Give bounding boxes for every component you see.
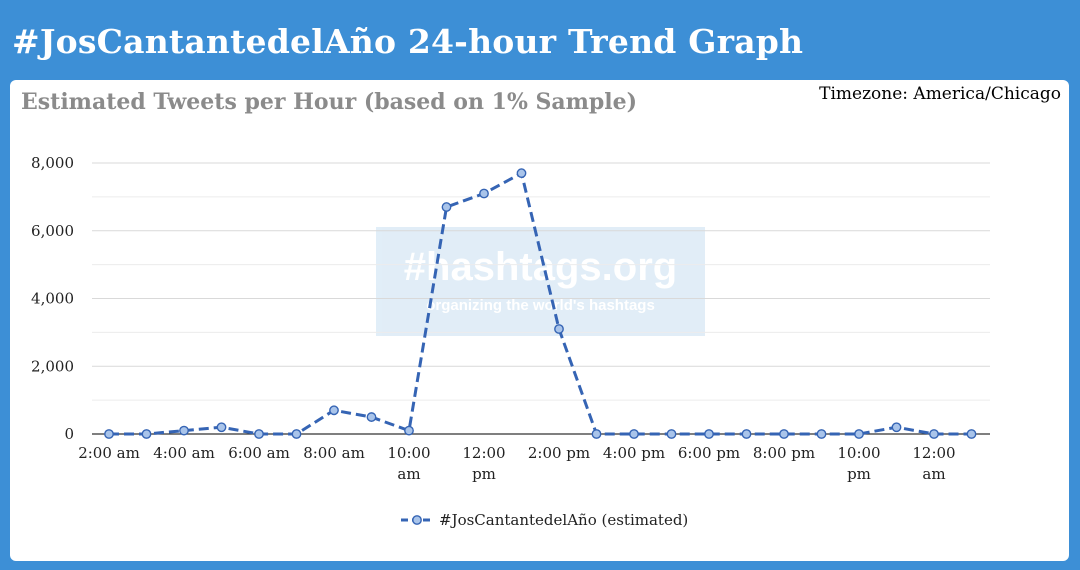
y-tick-label: 8,000 xyxy=(31,154,74,172)
x-tick-label: 8:00 pm xyxy=(753,444,815,462)
data-point xyxy=(591,429,602,439)
data-point xyxy=(404,425,414,436)
series-line xyxy=(109,171,972,436)
data-point xyxy=(891,422,902,433)
data-point xyxy=(479,188,489,199)
chart-title: Estimated Tweets per Hour (based on 1% S… xyxy=(21,89,638,115)
x-tick-label: 8:00 am xyxy=(303,444,365,462)
data-point xyxy=(629,429,639,439)
data-point xyxy=(966,429,977,439)
page-title: #JosCantantedelAño 24-hour Trend Graph xyxy=(12,22,804,61)
legend-marker xyxy=(412,515,422,525)
legend-label: #JosCantantedelAño (estimated) xyxy=(439,511,688,529)
data-point xyxy=(929,429,939,439)
y-tick-label: 6,000 xyxy=(31,222,74,240)
data-point xyxy=(741,429,752,439)
data-point xyxy=(104,429,114,439)
timezone-label: Timezone: America/Chicago xyxy=(819,84,1061,104)
watermark-main-text: #hashtags.org xyxy=(403,245,678,289)
data-point xyxy=(441,202,452,212)
x-tick-label: 4:00 pm xyxy=(603,444,665,462)
x-tick-label: 10:00 pm xyxy=(837,444,880,483)
line-chart: 0 2,000 4,000 6,000 8,000 2:00 am 4:00 am 6:00 … xyxy=(31,154,990,529)
x-tick-label: 4:00 am xyxy=(153,444,215,462)
data-point xyxy=(141,429,152,439)
data-point xyxy=(704,429,714,439)
x-tick-label: 10:00 am xyxy=(387,444,430,483)
data-point xyxy=(779,429,789,439)
x-tick-label: 2:00 am xyxy=(78,444,140,462)
chart-card: Estimated Tweets per Hour (based on 1% S… xyxy=(10,80,1069,561)
y-tick-label: 4,000 xyxy=(31,290,74,308)
data-point xyxy=(329,405,339,416)
legend: #JosCantantedelAño (estimated) xyxy=(401,511,688,529)
data-point xyxy=(516,168,527,179)
y-tick-label: 2,000 xyxy=(31,357,74,375)
x-tick-label: 6:00 pm xyxy=(678,444,740,462)
data-point xyxy=(216,422,227,433)
y-tick-label: 0 xyxy=(64,425,74,443)
data-point xyxy=(554,324,564,334)
data-point xyxy=(666,429,677,439)
data-point xyxy=(854,429,864,439)
data-point xyxy=(366,412,377,422)
x-tick-label: 2:00 pm xyxy=(528,444,590,462)
watermark-logo: #hashtags.org organizing the world's has… xyxy=(376,227,705,336)
data-point xyxy=(816,429,827,439)
x-tick-label: 12:00 am xyxy=(912,444,955,483)
watermark-sub-text: organizing the world's hashtags xyxy=(426,297,655,314)
data-point xyxy=(179,425,189,436)
x-tick-label: 6:00 am xyxy=(228,444,290,462)
x-tick-label: 12:00 pm xyxy=(462,444,505,483)
data-point xyxy=(291,429,302,439)
data-point xyxy=(254,429,264,439)
